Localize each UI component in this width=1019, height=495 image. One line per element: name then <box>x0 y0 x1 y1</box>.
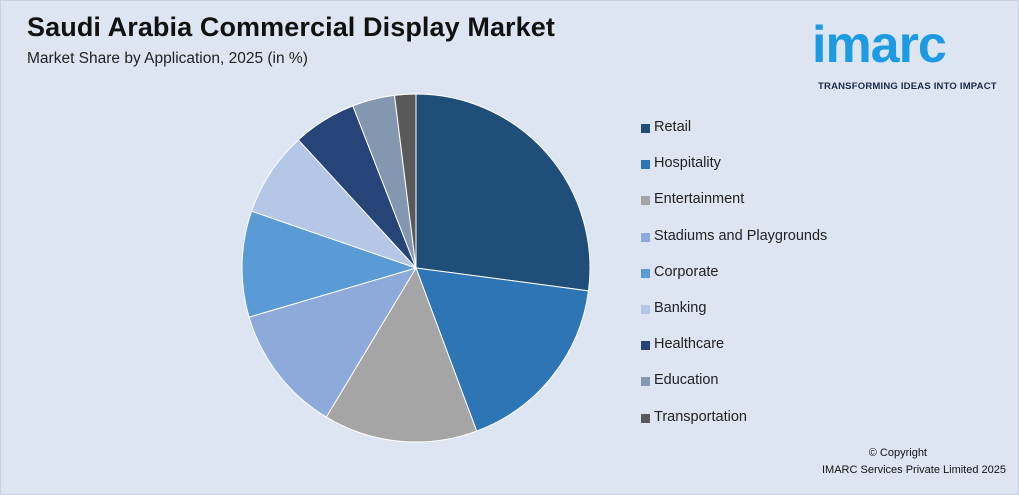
legend-label: Corporate <box>654 264 718 280</box>
legend-item-retail: Retail <box>641 119 827 155</box>
legend-item-transportation: Transportation <box>641 409 827 445</box>
legend-label: Retail <box>654 119 691 135</box>
legend-label: Transportation <box>654 409 747 425</box>
copyright-line-1: © Copyright <box>822 445 1006 462</box>
legend-label: Education <box>654 372 719 388</box>
chart-subtitle: Market Share by Application, 2025 (in %) <box>27 50 308 68</box>
legend-item-hospitality: Hospitality <box>641 155 827 191</box>
legend-label: Hospitality <box>654 155 721 171</box>
legend-swatch <box>641 269 650 278</box>
legend-swatch <box>641 414 650 423</box>
pie-slice-retail <box>416 94 590 291</box>
legend-swatch <box>641 124 650 133</box>
logo-tagline: TRANSFORMING IDEAS INTO IMPACT <box>818 81 997 92</box>
legend-swatch <box>641 160 650 169</box>
pie-chart <box>240 92 592 444</box>
legend-item-healthcare: Healthcare <box>641 336 827 372</box>
logo-wordmark: imarc <box>812 12 946 78</box>
legend-item-corporate: Corporate <box>641 264 827 300</box>
legend-item-education: Education <box>641 372 827 408</box>
legend-label: Banking <box>654 300 706 316</box>
chart-title: Saudi Arabia Commercial Display Market <box>27 12 555 43</box>
copyright-notice: © Copyright IMARC Services Private Limit… <box>822 445 1006 479</box>
legend-label: Healthcare <box>654 336 724 352</box>
legend-item-entertainment: Entertainment <box>641 191 827 227</box>
imarc-logo: imarc TRANSFORMING IDEAS INTO IMPACT <box>812 12 1012 94</box>
legend-item-banking: Banking <box>641 300 827 336</box>
legend-swatch <box>641 196 650 205</box>
legend-swatch <box>641 341 650 350</box>
legend-swatch <box>641 305 650 314</box>
legend-swatch <box>641 377 650 386</box>
chart-legend: Retail Hospitality Entertainment Stadiums a… <box>641 119 827 445</box>
legend-item-stadiums-and-playgrounds: Stadiums and Playgrounds <box>641 228 827 264</box>
legend-label: Stadiums and Playgrounds <box>654 228 827 244</box>
copyright-line-2: IMARC Services Private Limited 2025 <box>822 462 1006 479</box>
legend-swatch <box>641 233 650 242</box>
legend-label: Entertainment <box>654 191 744 207</box>
